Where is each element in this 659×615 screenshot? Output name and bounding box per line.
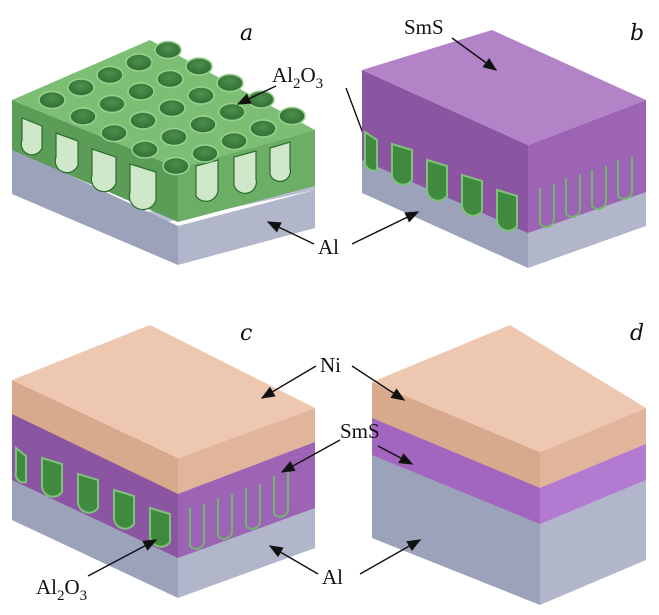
sms-right-face-b bbox=[528, 100, 646, 233]
leader-sms-b bbox=[451, 37, 498, 71]
pore bbox=[216, 73, 244, 93]
pore bbox=[129, 111, 157, 130]
pore bbox=[162, 156, 190, 176]
al-base-left-a bbox=[12, 148, 178, 265]
panel-label-b: b bbox=[630, 21, 644, 46]
panel-a bbox=[12, 40, 315, 265]
pores-cross-section-right-c bbox=[189, 472, 289, 550]
ni-left-face-d bbox=[372, 382, 540, 488]
leader-sms-c bbox=[280, 439, 341, 473]
leader-ni-c bbox=[260, 365, 317, 399]
leader-al-b bbox=[351, 211, 420, 245]
pore bbox=[67, 78, 95, 97]
al-label-top: Al bbox=[318, 235, 339, 259]
pore-cuts-right-a bbox=[195, 141, 292, 202]
pore bbox=[98, 94, 126, 114]
panel-d bbox=[372, 325, 646, 605]
leader-sms-d bbox=[377, 445, 414, 465]
pores-cross-section-right-b bbox=[539, 156, 633, 228]
al2o3-label-top: Al2O3 bbox=[272, 63, 323, 92]
panel-label-d: d bbox=[630, 321, 644, 346]
pore bbox=[218, 102, 246, 122]
pores-cross-section-left-c bbox=[14, 445, 171, 548]
pore bbox=[187, 86, 215, 105]
leader-al2o3-c bbox=[87, 539, 158, 577]
pore bbox=[96, 65, 124, 85]
leader-ni-d bbox=[351, 365, 406, 401]
al-base-right-c bbox=[178, 505, 315, 598]
panel-label-c: c bbox=[240, 321, 252, 346]
leader-al2o3-a bbox=[236, 85, 277, 105]
sms-label-b: SmS bbox=[404, 15, 444, 39]
panel-b bbox=[362, 30, 646, 268]
pore bbox=[189, 115, 217, 134]
al-base-left-c bbox=[12, 475, 178, 598]
sms-top-b bbox=[362, 30, 646, 145]
pore bbox=[125, 53, 153, 72]
pore bbox=[156, 69, 184, 89]
ni-left-face-c bbox=[12, 380, 178, 494]
pores-top-a bbox=[38, 40, 306, 176]
leader-al-c bbox=[268, 545, 319, 575]
pores-cross-section-left-b bbox=[363, 130, 518, 232]
pore bbox=[278, 106, 306, 126]
pore bbox=[69, 107, 97, 126]
sms-left-face-d bbox=[372, 415, 540, 524]
sms-label-cd: SmS bbox=[340, 419, 380, 443]
panel-label-a: a bbox=[240, 21, 253, 46]
pore bbox=[158, 98, 186, 118]
ni-top-c bbox=[12, 325, 315, 458]
al-label-bottom: Al bbox=[322, 565, 343, 589]
ni-right-face-c bbox=[178, 408, 315, 494]
ni-top-d bbox=[372, 325, 646, 452]
pore bbox=[154, 40, 182, 60]
pore bbox=[38, 90, 66, 110]
leader-al-a bbox=[266, 221, 315, 245]
sms-left-face-b bbox=[362, 70, 528, 233]
pore bbox=[131, 140, 159, 159]
ni-right-face-d bbox=[540, 408, 646, 488]
pore bbox=[100, 123, 128, 143]
pore bbox=[191, 144, 219, 163]
al-left-face-d bbox=[372, 452, 540, 605]
sms-right-face-d bbox=[540, 440, 646, 524]
al-base-right-a bbox=[178, 190, 315, 265]
pore-cuts-left-a bbox=[20, 117, 157, 211]
panel-c bbox=[12, 325, 315, 598]
pore bbox=[160, 127, 188, 147]
al-right-face-d bbox=[540, 478, 646, 605]
al2o3-label-bottom: Al2O3 bbox=[36, 575, 87, 604]
al-base-right-b bbox=[528, 188, 646, 268]
ni-label: Ni bbox=[320, 353, 341, 377]
pore bbox=[185, 57, 213, 76]
pore bbox=[127, 82, 155, 101]
pore bbox=[220, 131, 248, 151]
pore bbox=[249, 119, 277, 138]
leader-al-d bbox=[359, 539, 422, 575]
